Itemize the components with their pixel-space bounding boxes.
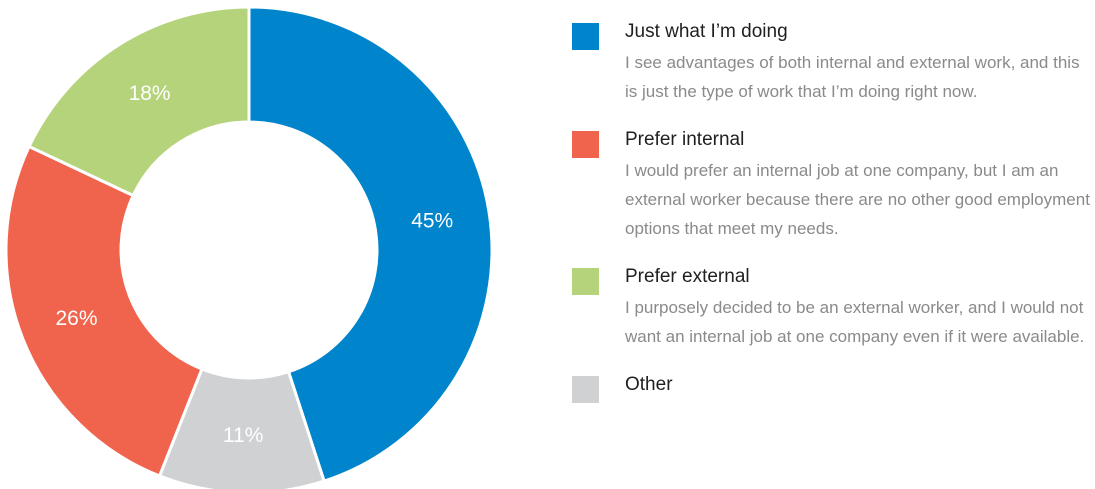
legend-swatch-prefer-internal bbox=[572, 131, 599, 158]
legend-title: Other bbox=[625, 374, 673, 395]
legend-item-prefer-external: Prefer external I purposely decided to b… bbox=[572, 261, 1092, 351]
legend-item-prefer-internal: Prefer internal I would prefer an intern… bbox=[572, 124, 1092, 243]
donut-chart: 45% 11% 26% 18% bbox=[4, 5, 494, 489]
legend-title: Prefer internal bbox=[625, 129, 745, 150]
slice-label-prefer-external: 18% bbox=[129, 82, 171, 105]
donut-slice-just-what-im-doing bbox=[247, 5, 494, 483]
legend-title: Just what I’m doing bbox=[625, 21, 788, 42]
legend-swatch-prefer-external bbox=[572, 268, 599, 295]
legend-description: I would prefer an internal job at one co… bbox=[625, 161, 1090, 238]
legend-description: I purposely decided to be an external wo… bbox=[625, 298, 1085, 346]
legend: Just what I’m doing I see advantages of … bbox=[572, 16, 1092, 403]
donut-slice-prefer-external bbox=[27, 5, 251, 197]
legend-item-just-what-im-doing: Just what I’m doing I see advantages of … bbox=[572, 16, 1092, 106]
legend-item-other: Other bbox=[572, 369, 1092, 403]
legend-description: I see advantages of both internal and ex… bbox=[625, 53, 1080, 101]
slice-label-just-what-im-doing: 45% bbox=[411, 209, 453, 232]
legend-swatch-other bbox=[572, 376, 599, 403]
slice-label-other: 11% bbox=[223, 424, 263, 447]
legend-swatch-just-what-im-doing bbox=[572, 23, 599, 50]
donut-slice-prefer-internal bbox=[4, 145, 204, 478]
legend-title: Prefer external bbox=[625, 266, 750, 287]
slice-label-prefer-internal: 26% bbox=[56, 307, 98, 330]
